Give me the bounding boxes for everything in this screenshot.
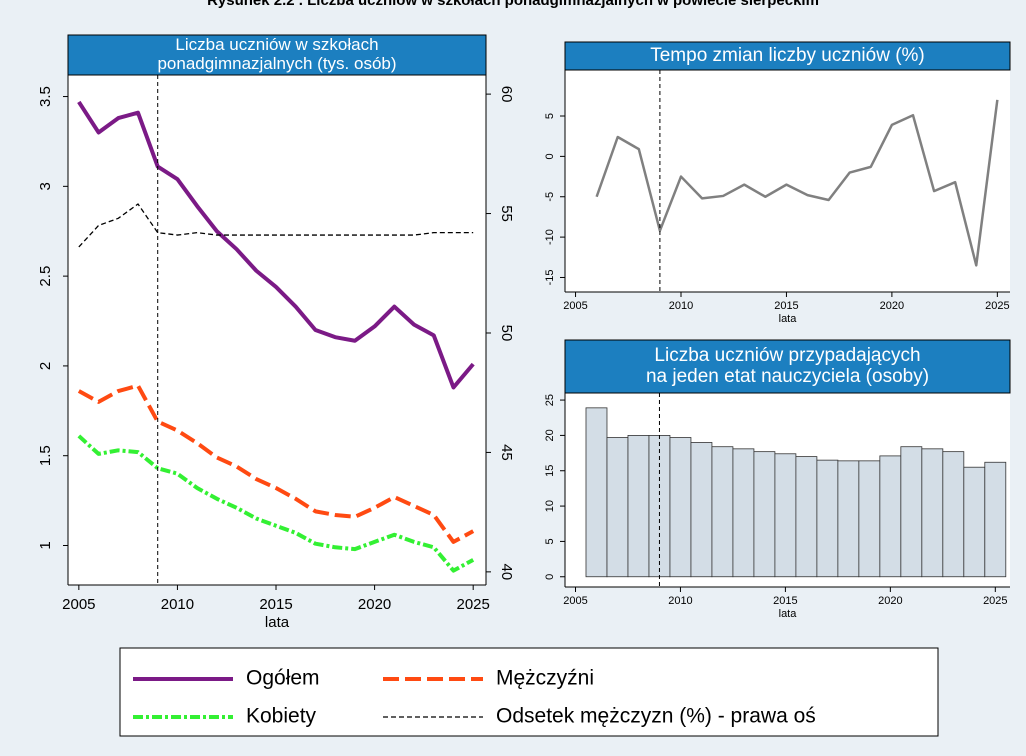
bar <box>921 448 944 578</box>
chart-title: na jeden etat nauczyciela (osoby) <box>646 366 929 387</box>
title-band <box>67 34 487 76</box>
bar <box>795 456 818 578</box>
y-tick-label: -5 <box>544 192 556 202</box>
title-band <box>564 339 1011 394</box>
x-tick-label: 2010 <box>668 595 692 607</box>
bar <box>963 466 986 578</box>
y-tick-label: 2 <box>37 362 54 370</box>
bar <box>711 446 734 578</box>
legend-label: Mężczyźni <box>496 667 594 690</box>
bar <box>585 407 608 578</box>
data-line <box>77 434 475 573</box>
y-tick-label: 1 <box>37 541 54 549</box>
x-tick-label: 2015 <box>774 300 798 312</box>
legend-box <box>119 647 939 737</box>
plot-area <box>565 70 1010 292</box>
bar <box>690 442 713 578</box>
bar <box>879 455 902 578</box>
chart-title: ponadgimnazjalnych (tys. osób) <box>157 54 396 73</box>
bar <box>732 448 755 578</box>
bar <box>942 451 965 578</box>
y-tick-label: 2.5 <box>37 266 54 287</box>
y-tick-label: 20 <box>544 429 556 441</box>
x-tick-label: 2015 <box>773 595 797 607</box>
legend-label: Kobiety <box>246 705 317 728</box>
data-line <box>77 383 475 544</box>
bar <box>627 435 650 578</box>
bar <box>984 461 1007 578</box>
x-tick-label: 2015 <box>259 596 292 613</box>
y-tick-label: 15 <box>544 465 556 477</box>
y2-tick-label: 45 <box>498 444 515 461</box>
y-tick-label: 0 <box>544 574 556 580</box>
bar <box>900 446 923 578</box>
x-tick-label: 2005 <box>563 595 587 607</box>
data-line <box>78 203 474 248</box>
x-tick-label: 2010 <box>669 300 693 312</box>
x-tick-label: 2005 <box>563 300 587 312</box>
legend-label: Odsetek mężczyzn (%) - prawa oś <box>496 705 816 728</box>
bar <box>858 460 881 578</box>
x-tick-label: 2025 <box>456 596 489 613</box>
data-line <box>595 99 999 267</box>
data-line <box>77 100 475 390</box>
y2-tick-label: 60 <box>498 86 515 103</box>
x-axis-label: lata <box>779 313 798 325</box>
y-tick-label: 1.5 <box>37 445 54 466</box>
y-tick-label: 3.5 <box>37 86 54 107</box>
x-tick-label: 2025 <box>985 300 1009 312</box>
y2-tick-label: 40 <box>498 564 515 581</box>
x-axis-label: lata <box>779 608 798 620</box>
bar <box>816 459 839 578</box>
y2-tick-label: 55 <box>498 205 515 222</box>
y-tick-label: 3 <box>37 182 54 190</box>
y-tick-label: 0 <box>544 153 556 159</box>
chart-title: Tempo zmian liczby uczniów (%) <box>650 45 925 66</box>
bar <box>774 453 797 578</box>
title-band <box>564 41 1011 71</box>
x-tick-label: 2005 <box>62 596 95 613</box>
chart-title: Liczba uczniów w szkołach <box>175 35 378 54</box>
y-tick-label: 10 <box>544 500 556 512</box>
y2-tick-label: 50 <box>498 325 515 342</box>
x-tick-label: 2020 <box>358 596 391 613</box>
y-tick-label: 25 <box>544 394 556 406</box>
bar <box>753 451 776 578</box>
legend-label: Ogółem <box>246 667 320 690</box>
x-tick-label: 2020 <box>878 595 902 607</box>
y-tick-label: 5 <box>544 113 556 119</box>
y-tick-label: 5 <box>544 538 556 544</box>
plot-area <box>68 75 486 585</box>
bar <box>669 437 692 578</box>
bar <box>837 460 860 578</box>
x-tick-label: 2010 <box>161 596 194 613</box>
x-axis-label: lata <box>265 614 290 631</box>
bar <box>606 437 629 578</box>
y-tick-label: -10 <box>544 229 556 245</box>
x-tick-label: 2025 <box>983 595 1007 607</box>
x-tick-label: 2020 <box>880 300 904 312</box>
chart-title: Liczba uczniów przypadających <box>654 345 920 366</box>
y-tick-label: -15 <box>544 270 556 286</box>
page-title: Rysunek 2.2 . Liczba uczniów w szkołach … <box>207 0 819 9</box>
